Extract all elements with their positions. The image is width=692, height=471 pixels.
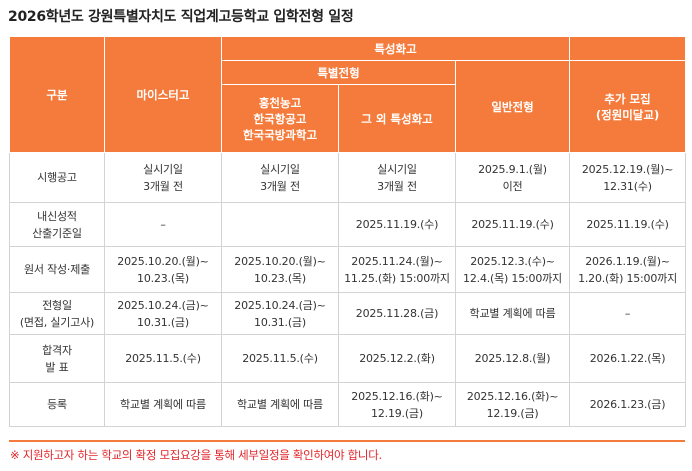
table-cell: 2026.1.23.(금): [569, 382, 687, 427]
page-title: 2026학년도 강원특별자치도 직업계고등학교 입학전형 일정: [8, 9, 354, 25]
header-schools-group: 홍천농고 한국항공고 한국국방과학고: [221, 84, 339, 153]
table-cell: 2025.10.24.(금)~ 10.31.(금): [221, 292, 339, 335]
row-label: 전형일 (면접, 실기고사): [9, 292, 105, 335]
table-cell: 2025.11.19.(수): [454, 202, 571, 247]
table-cell: 실시기일 3개월 전: [221, 152, 339, 203]
row-label: 등록: [9, 382, 105, 427]
table-cell: 2025.12.16.(화)~ 12.19.(금): [338, 382, 456, 427]
table-cell: 2026.1.22.(목): [569, 334, 687, 383]
table-cell: 2025.11.19.(수): [569, 202, 687, 247]
table-cell: 2025.11.19.(수): [338, 202, 456, 247]
table-row: 원서 작성·제출 2025.10.20.(월)~ 10.23.(목) 2025.…: [9, 246, 687, 293]
table-cell: 2026.1.19.(월)~ 1.20.(화) 15:00까지: [569, 246, 687, 293]
table-cell: 2025.12.3.(수)~ 12.4.(목) 15:00까지: [454, 246, 571, 293]
table-row: 시행공고 실시기일 3개월 전 실시기일 3개월 전 실시기일 3개월 전 20…: [9, 152, 687, 203]
footnote: ※ 지원하고자 하는 학교의 확정 모집요강을 통해 세부일정을 확인하여야 합…: [10, 448, 382, 462]
table-cell: 2025.11.24.(월)~ 11.25.(화) 15:00까지: [338, 246, 456, 293]
table-cell: 2025.11.5.(수): [221, 334, 339, 383]
table-cell: 2025.9.1.(월) 이전: [454, 152, 571, 203]
table-cell: [221, 202, 339, 247]
header-special-selection: 특별전형: [221, 60, 456, 85]
table-cell: 2025.12.8.(월): [454, 334, 571, 383]
table-cell: 2025.10.20.(월)~ 10.23.(목): [104, 246, 222, 293]
table-cell: –: [569, 292, 687, 335]
row-label: 내신성적 산출기준일: [9, 202, 105, 247]
header-general-selection: 일반전형: [454, 60, 571, 153]
header-empty-cell: [569, 36, 687, 61]
table-cell: –: [104, 202, 222, 247]
header-other-specialized: 그 외 특성화고: [338, 84, 456, 153]
admission-schedule-table: 구분 마이스터고 특성화고 특별전형 일반전형 추가 모집 (정원미달교) 홍천…: [9, 36, 687, 427]
table-cell: 실시기일 3개월 전: [338, 152, 456, 203]
header-specialized: 특성화고: [220, 36, 571, 61]
header-meister: 마이스터고: [104, 36, 222, 153]
table-cell: 2025.10.20.(월)~ 10.23.(목): [221, 246, 339, 293]
table-cell: 2025.10.24.(금)~ 10.31.(금): [104, 292, 222, 335]
row-label: 합격자 발 표: [9, 334, 105, 383]
table-row: 전형일 (면접, 실기고사) 2025.10.24.(금)~ 10.31.(금)…: [9, 292, 687, 335]
table-cell: 2025.12.2.(화): [338, 334, 456, 383]
table-row: 등록 학교별 계획에 따름 학교별 계획에 따름 2025.12.16.(화)~…: [9, 382, 687, 427]
row-label: 원서 작성·제출: [9, 246, 105, 293]
table-row: 합격자 발 표 2025.11.5.(수) 2025.11.5.(수) 2025…: [9, 334, 687, 383]
header-category: 구분: [9, 36, 105, 153]
table-cell: 2025.12.16.(화)~ 12.19.(금): [454, 382, 571, 427]
header-additional-recruit: 추가 모집 (정원미달교): [569, 60, 687, 153]
table-row: 내신성적 산출기준일 – 2025.11.19.(수) 2025.11.19.(…: [9, 202, 687, 247]
table-cell: 학교별 계획에 따름: [221, 382, 339, 427]
table-bottom-border: [9, 440, 685, 442]
table-cell: 학교별 계획에 따름: [104, 382, 222, 427]
table-cell: 2025.12.19.(월)~ 12.31(수): [569, 152, 687, 203]
table-cell: 2025.11.5.(수): [104, 334, 222, 383]
table-cell: 실시기일 3개월 전: [104, 152, 222, 203]
table-cell: 2025.11.28.(금): [338, 292, 456, 335]
row-label: 시행공고: [9, 152, 105, 203]
table-cell: 학교별 계획에 따름: [454, 292, 571, 335]
